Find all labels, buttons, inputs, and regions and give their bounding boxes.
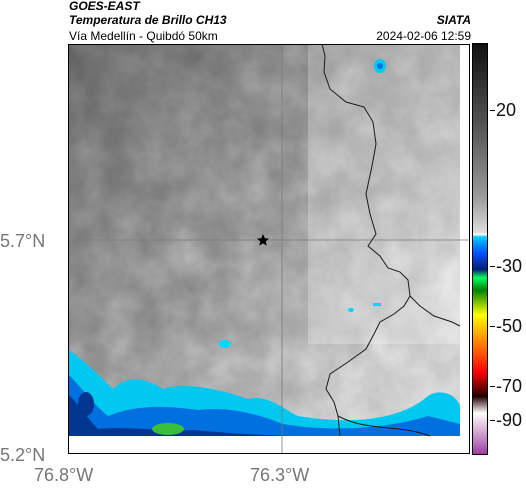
location-label: Vía Medellín - Quibdó 50km <box>69 29 218 43</box>
product-title: GOES-EAST <box>69 0 140 13</box>
brightness-temperature-field <box>68 44 470 454</box>
latitude-label-5-7: 5.7°N <box>0 231 46 251</box>
colorbar <box>472 43 488 455</box>
satellite-map <box>68 44 470 454</box>
datetime-label: 2024-02-06 12:59 <box>376 29 471 43</box>
colorbar-label-minus90: -90 <box>496 410 523 430</box>
border-line-east <box>409 295 461 327</box>
longitude-label-76-8: 76.8°W <box>34 465 94 485</box>
colorbar-tick <box>490 420 495 421</box>
colorbar-tick <box>490 386 495 387</box>
colorbar-label-minus70: -70 <box>496 376 523 396</box>
border-line <box>321 44 411 437</box>
organization-label: SIATA <box>436 13 471 27</box>
colorbar-tick <box>490 326 495 327</box>
colorbar-label-minus30: -30 <box>496 256 523 276</box>
colorbar-tick <box>490 266 495 267</box>
colorbar-tick <box>490 110 495 111</box>
colorbar-label-20: 20 <box>496 100 517 120</box>
star-icon <box>257 234 269 246</box>
longitude-label-76-3: 76.3°W <box>250 465 310 485</box>
colorbar-label-minus50: -50 <box>496 316 523 336</box>
coastline <box>337 415 431 437</box>
cold-cloud-region <box>68 59 460 438</box>
map-frame <box>68 44 470 454</box>
channel-subtitle: Temperatura de Brillo CH13 <box>69 13 227 27</box>
latitude-label-5-2: 5.2°N <box>0 445 46 465</box>
